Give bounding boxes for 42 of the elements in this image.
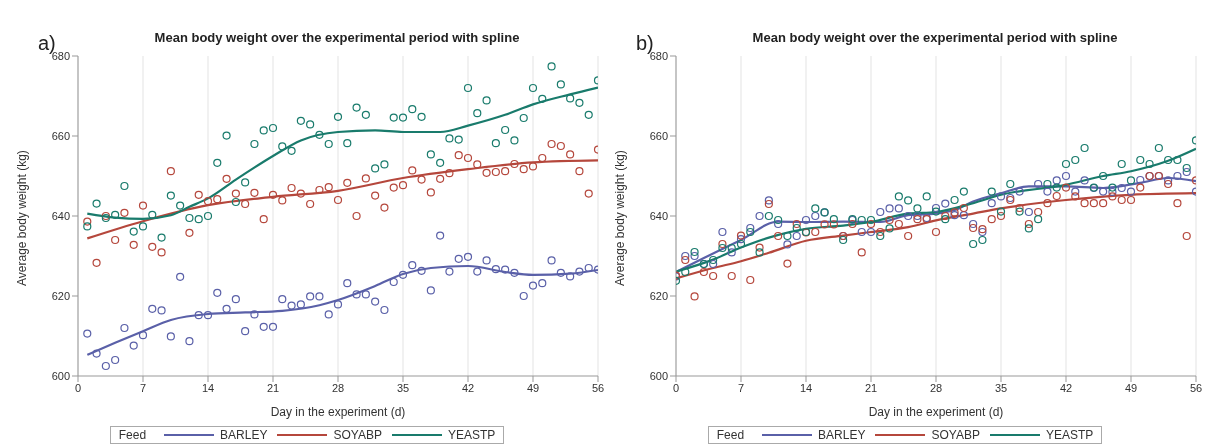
x-axis-title: Day in the experiment (d): [868, 405, 1004, 419]
y-tick-label: 640: [51, 209, 70, 222]
y-tick-label: 600: [649, 369, 668, 382]
legend-label: BARLEY: [220, 428, 268, 442]
x-tick-label: 0: [672, 381, 680, 394]
y-tick-label: 600: [51, 369, 70, 382]
text: a): [38, 32, 56, 54]
x-tick-label: 21: [864, 381, 878, 394]
x-tick-label: 28: [929, 381, 943, 394]
legend-label: YEASTP: [1045, 428, 1094, 442]
x-tick-label: 56: [591, 381, 605, 394]
y-tick-label: 620: [649, 289, 668, 302]
legend-label: SOYABP: [333, 428, 382, 442]
y-axis-title: Average body weight (kg): [613, 150, 628, 286]
x-tick-label: 7: [737, 381, 745, 394]
y-tick-label: 620: [51, 289, 70, 302]
y-tick-label: 640: [649, 209, 668, 222]
y-tick-label: 660: [649, 129, 668, 142]
chart-title: Mean body weight over the experimental period with spline: [154, 30, 520, 45]
x-tick-label: 14: [799, 381, 813, 394]
x-tick-label: 49: [1124, 381, 1138, 394]
chart-title: Mean body weight over the experimental period with spline: [752, 30, 1118, 45]
legend-label: YEASTP: [447, 428, 496, 442]
x-axis-title: Day in the experiment (d): [270, 405, 406, 419]
x-tick-label: 56: [1189, 381, 1203, 394]
x-tick-label: 49: [526, 381, 540, 394]
legend-label: BARLEY: [818, 428, 866, 442]
y-tick-label: 660: [51, 129, 70, 142]
x-tick-label: 14: [201, 381, 215, 394]
legend-title: Feed: [118, 428, 147, 442]
text: b): [636, 32, 654, 54]
x-tick-label: 35: [396, 381, 410, 394]
x-tick-label: 42: [461, 381, 475, 394]
x-tick-label: 0: [74, 381, 82, 394]
legend-label: SOYABP: [931, 428, 980, 442]
x-tick-label: 28: [331, 381, 345, 394]
x-tick-label: 42: [1059, 381, 1073, 394]
legend-title: Feed: [716, 428, 745, 442]
x-tick-label: 7: [139, 381, 147, 394]
x-tick-label: 21: [266, 381, 280, 394]
x-tick-label: 35: [994, 381, 1008, 394]
y-axis-title: Average body weight (kg): [15, 150, 30, 286]
